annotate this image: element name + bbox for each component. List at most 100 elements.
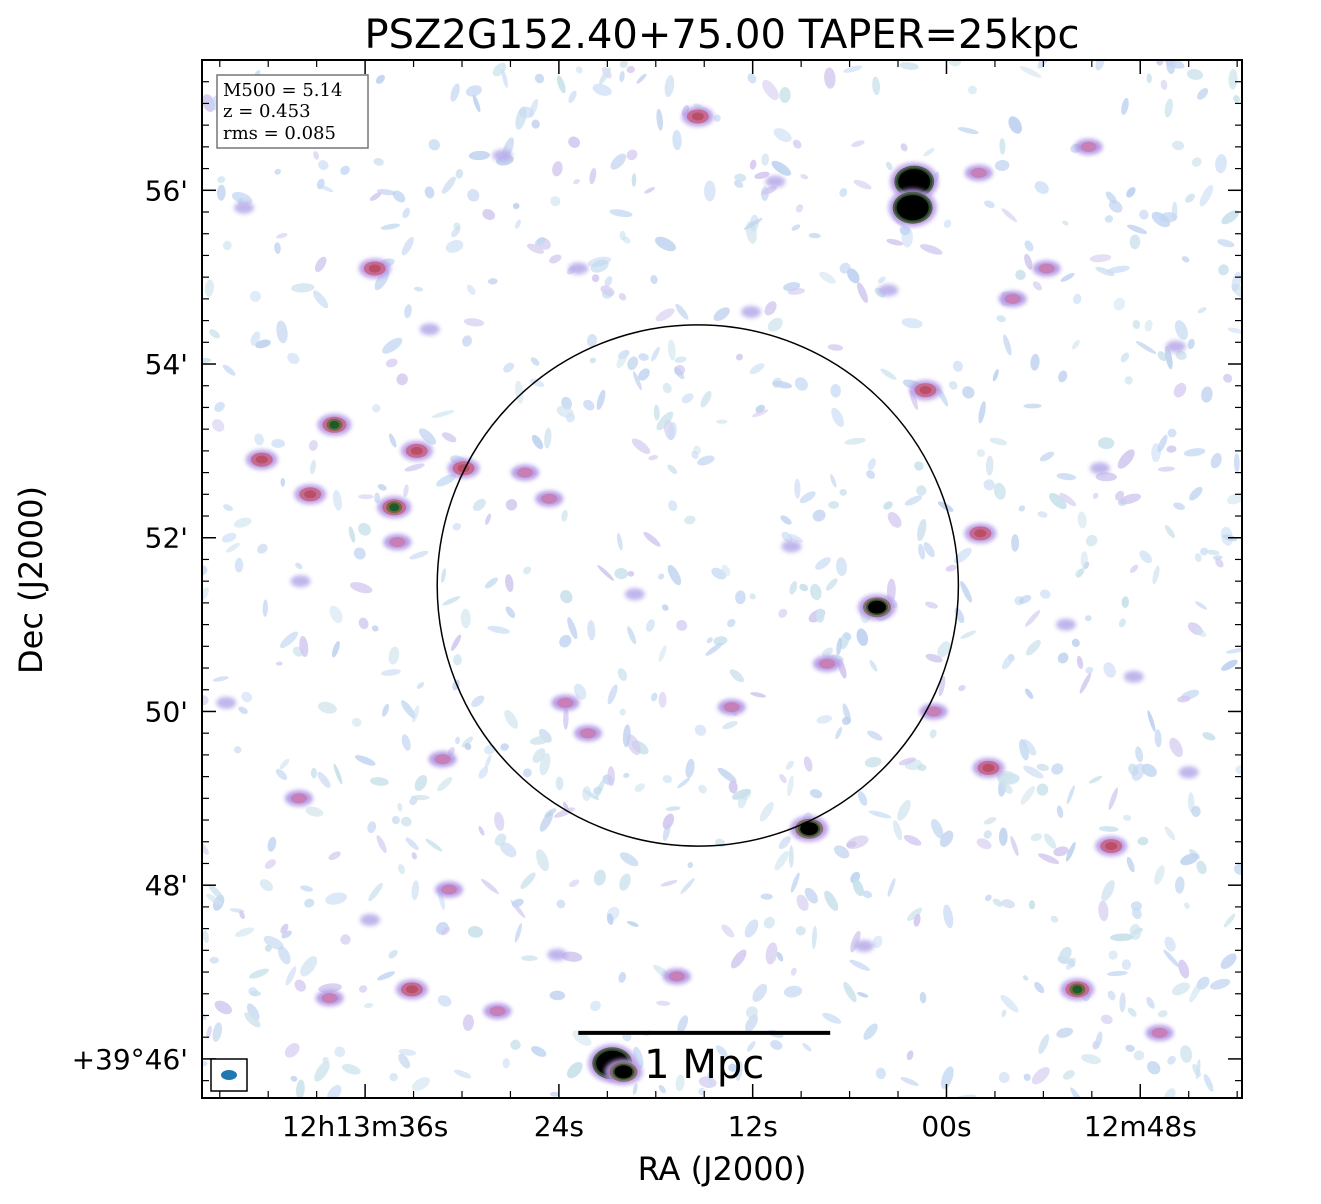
noise-blob (1196, 976, 1210, 990)
noise-blob (634, 783, 645, 792)
noise-blob (582, 786, 592, 801)
noise-blob (844, 437, 866, 445)
noise-blob (795, 204, 804, 213)
noise-blob (803, 756, 813, 772)
noise-blob (314, 256, 327, 273)
noise-blob (367, 821, 377, 834)
noise-blob (1065, 957, 1077, 970)
noise-blob (819, 271, 836, 284)
noise-blob (1166, 60, 1176, 75)
noise-blob (1166, 445, 1177, 453)
noise-blob (462, 335, 472, 347)
noise-blob (1173, 502, 1185, 510)
noise-blob (575, 66, 583, 74)
noise-blob (1110, 933, 1134, 942)
noise-blob (752, 983, 768, 1002)
noise-blob (206, 893, 223, 906)
noise-blob (398, 1053, 411, 1069)
noise-blob (500, 743, 509, 751)
noise-blob (328, 851, 341, 861)
radio-source (317, 413, 352, 436)
noise-blob (1053, 846, 1069, 857)
noise-blob (1002, 654, 1014, 670)
noise-blob (1226, 493, 1242, 505)
noise-blob (863, 1023, 878, 1040)
noise-blob (923, 147, 935, 157)
noise-blob (761, 186, 777, 195)
noise-blob (665, 806, 681, 811)
noise-blob (1023, 1073, 1031, 1082)
noise-blob (425, 838, 443, 852)
noise-blob (1195, 601, 1208, 610)
source-contour (1165, 340, 1186, 353)
noise-blob (1201, 386, 1213, 403)
radio-source (1056, 618, 1076, 631)
noise-blob (358, 522, 371, 536)
noise-blob (1001, 208, 1017, 222)
noise-blob (674, 366, 685, 380)
noise-blob (722, 721, 738, 730)
noise-blob (482, 209, 496, 220)
noise-blob (731, 788, 751, 800)
noise-blob (886, 578, 896, 603)
noise-blob (468, 150, 490, 161)
source-contour (368, 264, 381, 273)
noise-blob (985, 455, 994, 476)
noise-blob (1141, 763, 1157, 778)
noise-blob (672, 129, 682, 151)
noise-blob (229, 908, 245, 913)
noise-blob (1010, 836, 1019, 857)
noise-blob (234, 557, 244, 573)
noise-blob (877, 276, 886, 284)
noise-blob (1183, 448, 1206, 457)
noise-blob (1154, 865, 1165, 885)
noise-blob (656, 108, 663, 131)
noise-blob (368, 882, 383, 902)
noise-blob (544, 427, 552, 449)
noise-blob (1019, 66, 1042, 78)
noise-blob (997, 772, 1020, 785)
noise-blob (279, 758, 290, 770)
noise-blob (847, 268, 860, 284)
radio-source (972, 757, 1005, 778)
noise-blob (627, 570, 635, 577)
noise-blob (304, 898, 315, 908)
noise-blob (1022, 975, 1029, 981)
source-contour (329, 420, 340, 429)
noise-blob (833, 845, 850, 859)
noise-blob (1163, 949, 1180, 968)
noise-blob (1066, 785, 1075, 805)
noise-blob (907, 907, 923, 922)
noise-blob (1107, 990, 1116, 1001)
noise-blob (1129, 564, 1139, 573)
noise-blob (274, 168, 281, 175)
radio-source (360, 913, 380, 926)
noise-blob (549, 254, 562, 264)
noise-blob (1024, 688, 1034, 699)
noise-blob (799, 583, 809, 592)
noise-blob (765, 942, 778, 965)
noise-blob (1163, 1088, 1176, 1098)
noise-blob (262, 599, 268, 617)
noise-blob (1032, 281, 1042, 291)
noise-blob (1008, 116, 1022, 134)
noise-blob (216, 184, 226, 201)
noise-blob (212, 1022, 223, 1042)
noise-blob (472, 498, 486, 512)
noise-blob (377, 971, 396, 981)
noise-blob (676, 619, 688, 631)
noise-blob (567, 617, 578, 640)
source-contour (489, 1006, 506, 1017)
noise-blob (1194, 627, 1207, 638)
noise-blob (300, 956, 318, 977)
radio-source (604, 1058, 643, 1085)
noise-blob (626, 149, 638, 161)
noise-blob (1223, 913, 1236, 928)
noise-blob (1223, 373, 1233, 383)
noise-blob (374, 492, 381, 504)
noise-blob (824, 890, 839, 911)
noise-blob (914, 461, 924, 471)
noise-blob (727, 618, 736, 628)
noise-blob (957, 127, 979, 135)
noise-blob (254, 433, 264, 446)
